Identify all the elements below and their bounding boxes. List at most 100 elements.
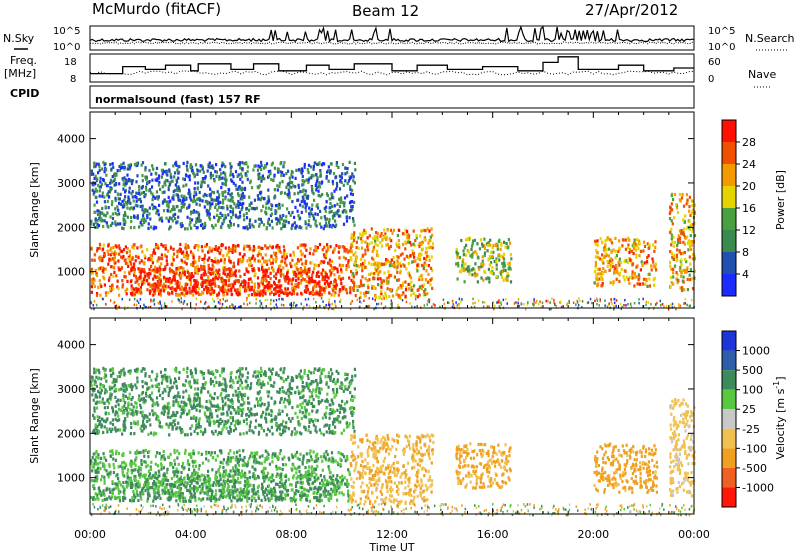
scatter-cell <box>121 285 124 289</box>
scatter-cell <box>487 240 490 245</box>
scatter-cell <box>232 304 234 308</box>
scatter-cell <box>91 469 94 473</box>
scatter-cell <box>154 245 157 249</box>
scatter-cell <box>132 287 135 291</box>
scatter-cell <box>109 215 112 219</box>
scatter-cell <box>149 305 152 309</box>
scatter-cell <box>390 258 393 262</box>
scatter-cell <box>100 182 103 186</box>
scatter-cell <box>355 272 358 276</box>
scatter-cell <box>172 258 175 262</box>
scatter-cell <box>155 190 159 194</box>
scatter-cell <box>312 291 315 295</box>
scatter-cell <box>474 273 477 278</box>
scatter-cell <box>92 222 95 226</box>
scatter-cell <box>223 261 226 265</box>
scatter-cell <box>646 284 649 288</box>
scatter-cell <box>302 243 306 247</box>
scatter-cell <box>137 465 140 469</box>
scatter-cell <box>155 226 158 230</box>
scatter-cell <box>173 273 176 277</box>
scatter-cell <box>299 169 302 173</box>
scatter-cell <box>578 297 580 300</box>
scatter-cell <box>341 210 344 214</box>
scatter-cell <box>97 470 100 474</box>
scatter-cell <box>324 456 327 460</box>
scatter-cell <box>665 304 668 308</box>
scatter-cell <box>219 302 221 305</box>
scatter-cell <box>232 244 235 248</box>
scatter-cell <box>98 194 101 198</box>
scatter-cell <box>399 271 402 275</box>
scatter-cell <box>307 180 310 184</box>
scatter-cell <box>250 201 253 205</box>
scatter-cell <box>478 267 481 271</box>
scatter-cell <box>103 200 106 204</box>
scatter-cell <box>99 293 102 297</box>
scatter-cell <box>130 215 133 220</box>
scatter-cell <box>363 299 365 302</box>
scatter-cell <box>158 451 161 455</box>
scatter-cell <box>135 180 138 184</box>
scatter-cell <box>472 251 475 255</box>
scatter-cell <box>642 305 644 308</box>
scatter-cell <box>102 275 105 279</box>
scatter-cell <box>319 289 322 293</box>
scatter-cell <box>613 297 616 301</box>
scatter-cell <box>366 279 369 283</box>
scatter-cell <box>623 259 626 264</box>
scatter-cell <box>184 480 187 484</box>
scatter-cell <box>330 259 333 264</box>
scatter-cell <box>628 281 631 285</box>
scatter-cell <box>670 243 673 247</box>
scatter-cell <box>207 280 210 284</box>
scatter-cell <box>671 240 674 244</box>
scatter-cell <box>118 293 121 297</box>
scatter-cell <box>101 219 104 223</box>
scatter-cell <box>247 277 250 282</box>
scatter-cell <box>420 287 423 291</box>
scatter-cell <box>212 226 215 230</box>
scatter-cell <box>625 304 627 307</box>
scatter-cell <box>358 265 361 269</box>
scatter-cell <box>315 284 318 288</box>
scatter-cell <box>420 229 423 233</box>
scatter-cell <box>334 286 337 291</box>
scatter-cell <box>682 275 685 279</box>
scatter-cell <box>298 225 301 230</box>
scatter-cell <box>668 211 671 216</box>
scatter-cell <box>160 454 163 459</box>
scatter-cell <box>341 285 344 289</box>
scatter-cell <box>295 467 298 471</box>
scatter-cell <box>141 174 144 178</box>
scatter-cell <box>310 173 313 178</box>
scatter-cell <box>181 199 184 203</box>
scatter-cell <box>208 305 210 308</box>
scatter-cell <box>350 250 353 254</box>
scatter-cell <box>322 227 325 231</box>
scatter-cell <box>458 297 461 301</box>
scatter-cell <box>161 172 164 176</box>
scatter-cell <box>401 252 404 256</box>
scatter-cell <box>139 450 142 455</box>
scatter-cell <box>177 165 180 169</box>
scatter-cell <box>343 204 346 208</box>
scatter-cell <box>117 244 121 248</box>
scatter-cell <box>595 277 598 281</box>
scatter-cell <box>680 274 683 278</box>
scatter-cell <box>196 172 199 176</box>
scatter-cell <box>156 464 160 468</box>
scatter-cell <box>135 303 138 307</box>
scatter-cell <box>316 264 319 268</box>
scatter-cell <box>271 226 274 230</box>
scatter-cell <box>302 269 305 274</box>
scatter-cell <box>410 293 413 297</box>
scatter-cell <box>132 243 135 247</box>
scatter-cell <box>194 244 197 248</box>
scatter-cell <box>180 297 182 300</box>
scatter-cell <box>655 268 658 272</box>
scatter-cell <box>467 269 470 273</box>
scatter-cell <box>354 168 357 172</box>
scatter-cell <box>232 285 235 289</box>
scatter-cell <box>274 291 277 295</box>
